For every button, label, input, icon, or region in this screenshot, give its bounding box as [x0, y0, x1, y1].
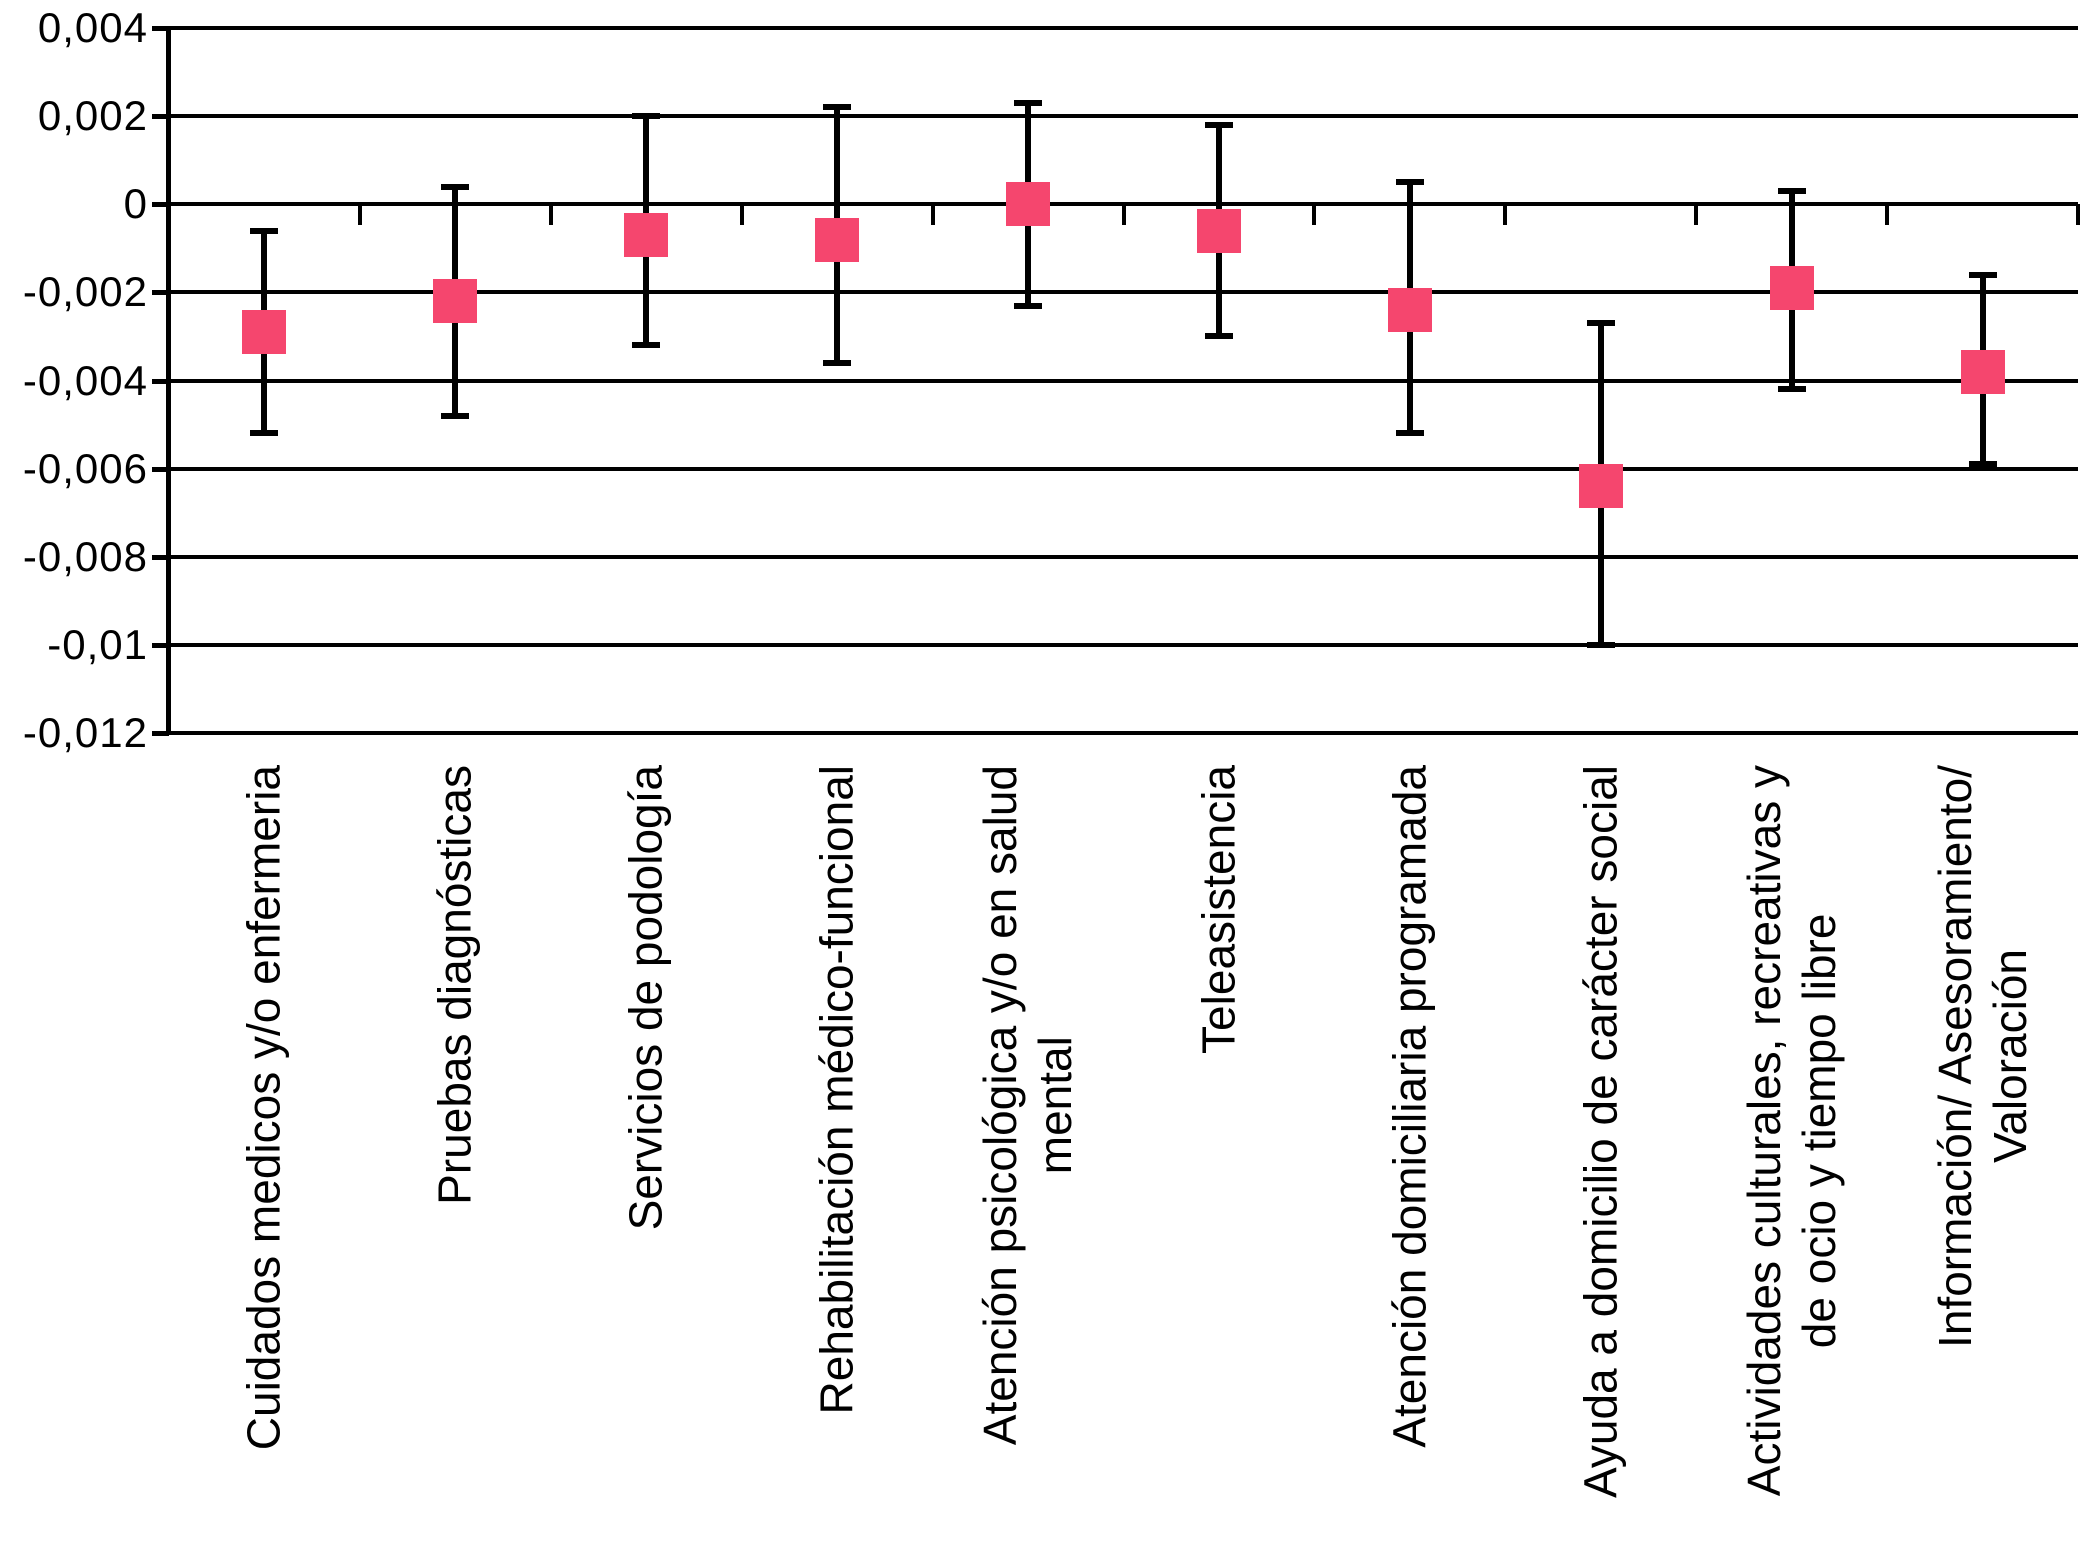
x-axis-category-label: Servicios de podología: [619, 765, 672, 1231]
data-point-marker: [1769, 265, 1814, 310]
y-axis-tick: [152, 26, 169, 31]
error-bar-cap-bottom: [1014, 302, 1043, 309]
data-point-marker: [242, 310, 287, 355]
error-bar-cap-top: [1204, 121, 1233, 128]
error-bar-cap-bottom: [250, 430, 279, 437]
x-axis-category-tick: [930, 204, 935, 226]
data-point-marker: [433, 279, 478, 324]
x-axis-category-label: Atención domiciliaria programada: [1383, 765, 1436, 1448]
x-axis-category-tick: [1885, 204, 1890, 226]
data-point-marker: [1387, 288, 1432, 332]
x-axis-category-label: Atención psicológica y/o en salud mental: [973, 765, 1082, 1446]
x-axis-category-label: Actividades culturales, recreativas y de…: [1737, 765, 1845, 1497]
gridline: [169, 290, 2078, 295]
y-axis-tick-label: -0,002: [22, 268, 148, 316]
x-axis-category-label: Pruebas diagnósticas: [428, 765, 481, 1205]
data-point-marker: [624, 213, 669, 258]
x-axis-category-label: Cuidados medicos y/o enfermeria: [237, 765, 290, 1451]
x-axis-category-tick: [1694, 204, 1699, 226]
x-axis-category-tick: [739, 204, 744, 226]
data-point-marker: [1006, 182, 1051, 227]
x-axis-category-tick: [2076, 204, 2080, 226]
error-bar-cap-top: [1777, 188, 1806, 195]
error-bar-cap-bottom: [441, 412, 470, 419]
y-axis-tick: [152, 466, 169, 472]
y-axis-tick-label: 0: [123, 180, 148, 228]
y-axis-tick: [152, 114, 169, 120]
y-axis-tick-label: -0,012: [22, 709, 148, 756]
data-point-marker: [815, 217, 860, 262]
y-axis-tick-label: -0,01: [47, 620, 148, 668]
y-axis-tick: [152, 731, 169, 736]
y-axis-tick-label: 0,002: [37, 92, 148, 140]
y-axis-line: [166, 26, 171, 735]
y-axis-tick-label: -0,006: [22, 444, 148, 492]
gridline: [169, 642, 2078, 647]
gridline: [169, 731, 2078, 735]
error-bar-cap-top: [823, 104, 852, 111]
x-axis-category-label: Información/ Asesoramiento/ Valoración: [1928, 765, 2036, 1348]
error-bar-cap-bottom: [1395, 430, 1424, 437]
y-axis-tick: [152, 554, 169, 560]
y-axis-tick: [152, 290, 169, 296]
x-axis-category-label: Rehabilitación médico-funcional: [810, 765, 863, 1415]
y-axis-tick: [152, 378, 169, 384]
error-bar-cap-bottom: [1586, 641, 1615, 648]
error-bar-cap-top: [632, 113, 661, 120]
error-bar-cap-bottom: [1777, 386, 1806, 393]
gridline: [169, 554, 2078, 559]
y-axis-tick-label: -0,004: [22, 356, 148, 404]
x-axis-category-tick: [1121, 204, 1126, 226]
error-bar-cap-top: [441, 183, 470, 190]
x-axis-category-tick: [1312, 204, 1317, 226]
error-bar-cap-top: [1014, 99, 1043, 106]
x-axis-category-tick: [548, 204, 553, 226]
error-bar-cap-bottom: [1204, 333, 1233, 340]
error-bar-cap-top: [250, 227, 279, 234]
x-axis-category-tick: [357, 204, 362, 226]
gridline: [169, 26, 2078, 30]
gridline: [169, 378, 2078, 383]
y-axis-tick-label: -0,008: [22, 532, 148, 580]
error-bar-cap-bottom: [632, 342, 661, 349]
x-axis-category-label: Ayuda a domicilio de carácter social: [1574, 765, 1627, 1498]
y-axis-tick: [152, 642, 169, 648]
error-bar-cap-bottom: [1968, 461, 1997, 468]
data-point-marker: [1196, 208, 1241, 253]
error-bar-cap-bottom: [823, 359, 852, 366]
data-point-marker: [1960, 349, 2005, 394]
error-bar-cap-top: [1395, 179, 1424, 186]
error-bar-cap-top: [1586, 320, 1615, 327]
y-axis-tick: [152, 202, 169, 208]
data-point-marker: [1578, 464, 1623, 509]
y-axis-tick-label: 0,004: [37, 4, 148, 51]
gridline: [169, 114, 2078, 119]
error-bar-cap-top: [1968, 271, 1997, 278]
x-axis-category-tick: [1503, 204, 1508, 226]
gridline: [169, 466, 2078, 471]
x-axis-category-label: Teleasistencia: [1192, 765, 1245, 1054]
